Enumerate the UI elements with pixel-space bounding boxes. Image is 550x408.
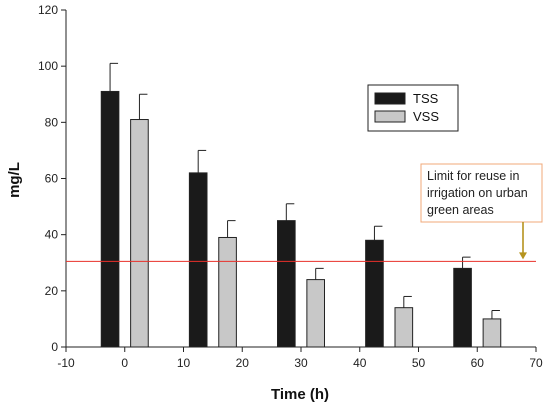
annotation-line: green areas	[427, 203, 494, 217]
legend-label-vss: VSS	[413, 109, 439, 124]
annotation-box	[420, 163, 543, 223]
legend-label-tss: TSS	[413, 91, 439, 106]
tss-bar	[277, 220, 296, 348]
y-tick-label: 100	[38, 59, 58, 73]
y-tick-label: 0	[51, 340, 58, 354]
legend-swatch-tss	[374, 92, 406, 105]
annotation-line: irrigation on urban	[427, 186, 528, 200]
vss-bar	[218, 236, 237, 348]
tss-bar	[100, 90, 120, 348]
tss-bar	[188, 172, 208, 348]
y-tick-label: 80	[45, 115, 59, 129]
vss-bar	[130, 119, 149, 348]
x-tick-label: 70	[529, 356, 543, 370]
y-tick-label: 40	[45, 228, 59, 242]
x-tick-label: 30	[294, 356, 308, 370]
x-tick-label: -10	[57, 356, 75, 370]
annotation-arrow-head	[519, 252, 527, 260]
x-tick-label: 40	[353, 356, 367, 370]
axes: 0 20 40 60 80 100 120 -10 0 10 20 30 40 50 60 70	[38, 3, 543, 370]
x-tick-label: 60	[471, 356, 485, 370]
y-axis-title: mg/L	[6, 162, 23, 198]
vss-bar	[306, 279, 325, 348]
legend: TSS VSS	[367, 84, 459, 132]
tss-bar	[365, 239, 384, 348]
vss-bar	[482, 318, 502, 348]
annotation-line: Limit for reuse in	[427, 169, 519, 183]
y-tick-label: 120	[38, 3, 58, 17]
legend-swatch-vss	[374, 110, 406, 123]
x-tick-label: 10	[177, 356, 191, 370]
x-tick-label: 0	[121, 356, 128, 370]
x-tick-label: 50	[412, 356, 426, 370]
x-axis-title: Time (h)	[271, 386, 329, 403]
annotation: Limit for reuse in irrigation on urban gre…	[420, 163, 543, 260]
vss-bar	[394, 307, 414, 348]
tss-bar	[453, 267, 472, 348]
y-tick-label: 20	[45, 284, 59, 298]
x-tick-label: 20	[236, 356, 250, 370]
bars	[100, 62, 502, 348]
y-tick-label: 60	[45, 172, 59, 186]
